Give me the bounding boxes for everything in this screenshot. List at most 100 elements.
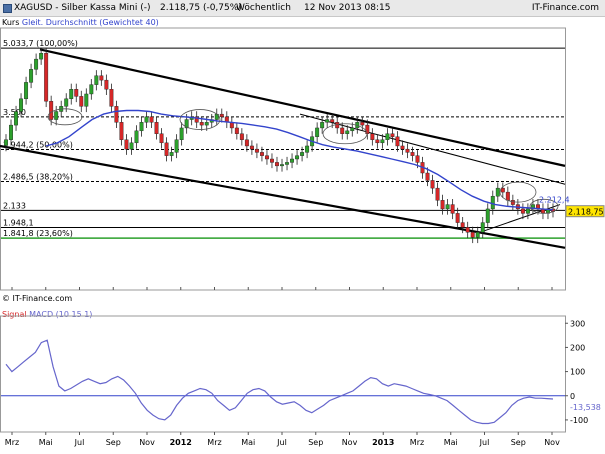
x-tick-label: 2013	[372, 438, 394, 447]
last-price-label: 2.118,75	[568, 208, 604, 217]
candle-body	[435, 187, 440, 201]
candle-body	[370, 133, 375, 140]
x-tick-label: Sep	[308, 438, 323, 447]
candle-body	[264, 155, 269, 160]
candle-body	[365, 124, 370, 134]
candle-body	[525, 208, 530, 214]
x-tick-label: Nov	[544, 438, 560, 447]
trendline	[299, 113, 566, 185]
macd-y-tick-label: -100	[570, 416, 588, 425]
candle-body	[199, 122, 204, 126]
candle-body	[134, 130, 139, 144]
candle-body	[395, 136, 400, 147]
candle-body	[4, 139, 8, 146]
x-tick-label: 2012	[170, 438, 192, 447]
candle-body	[14, 111, 18, 126]
candle-body	[300, 152, 305, 156]
copyright-label: © IT-Finance.com	[2, 294, 73, 303]
price-change: 2.118,75 (-0,75%)	[160, 3, 242, 13]
candle-body	[174, 139, 179, 153]
candle-body	[270, 158, 274, 163]
candle-body	[415, 155, 420, 163]
candle-body	[74, 89, 79, 97]
level-label: 5.033,7 (100,00%)	[3, 39, 78, 48]
candle-body	[295, 155, 300, 160]
candle-body	[430, 180, 435, 189]
symbol-title: XAGUSD - Silber Kassa Mini (-)	[14, 3, 151, 13]
legend-macd-label: MACD (10 15 1)	[29, 310, 93, 319]
candle-body	[84, 93, 89, 107]
legend-price-label: Kurs	[2, 18, 20, 27]
trendline	[0, 144, 566, 249]
period-label: Wöchentlich	[236, 3, 291, 13]
candle-body	[64, 98, 69, 107]
candle-body	[44, 53, 49, 102]
moving-average-line	[45, 109, 554, 211]
candle-body	[159, 133, 164, 144]
candle-body	[460, 222, 465, 228]
candle-body	[340, 127, 345, 134]
candle-body	[410, 152, 415, 156]
candle-body	[204, 122, 209, 126]
candle-body	[480, 222, 485, 233]
candle-body	[400, 145, 405, 150]
x-tick-label: Jul	[74, 438, 85, 447]
highlight-ellipse	[47, 108, 83, 126]
candle-body	[129, 142, 134, 150]
level-label: 1.948,1	[3, 219, 34, 228]
candle-body	[470, 232, 475, 238]
candle-body	[39, 53, 44, 60]
candle-body	[184, 119, 189, 129]
x-tick-label: Mrz	[5, 438, 19, 447]
candle-body	[254, 148, 259, 153]
highlight-ellipse	[322, 123, 368, 145]
candle-body	[330, 119, 335, 123]
candle-body	[219, 113, 224, 118]
candle-body	[495, 187, 500, 197]
x-tick-label: Jul	[479, 438, 490, 447]
x-tick-label: Sep	[511, 438, 526, 447]
candle-body	[89, 84, 94, 95]
highlight-ellipse	[529, 198, 559, 214]
x-tick-label: Mrz	[410, 438, 424, 447]
candle-body	[144, 116, 149, 123]
x-tick-label: Mai	[241, 438, 255, 447]
candle-body	[109, 89, 114, 107]
candle-body	[505, 191, 510, 201]
candle-body	[475, 232, 480, 238]
candle-body	[99, 75, 104, 81]
candle-body	[69, 89, 74, 100]
candle-body	[380, 139, 385, 144]
candle-body	[375, 139, 380, 144]
x-axis: Mrz Mai Jul Sep Nov 2012 Mrz Mai Jul Sep Nov 2013 Mr…	[5, 287, 560, 447]
x-tick-label: Sep	[106, 438, 121, 447]
candle-body	[34, 58, 39, 70]
legend-ma-label: Gleit. Durchschnitt (Gewichtet 40)	[21, 18, 159, 27]
candle-body	[335, 122, 340, 129]
last-price-box	[565, 205, 605, 218]
candle-body	[485, 208, 490, 223]
level-label: 2.486,5 (38,20%)	[3, 172, 73, 181]
level-label: 2.944,2 (50,00%)	[3, 141, 73, 150]
macd-y-tick-label: 0	[570, 392, 575, 401]
macd-legend: Signal MACD (10 15 1)	[2, 310, 92, 319]
timestamp: 12 Nov 2013 08:15	[304, 3, 391, 13]
candle-body	[520, 208, 525, 214]
candle-body	[425, 172, 430, 181]
candle-body	[149, 116, 154, 123]
candle-body	[49, 101, 54, 120]
candle-body	[450, 204, 455, 214]
main-legend: Kurs Gleit. Durchschnitt (Gewichtet 40)	[2, 18, 159, 27]
macd-y-tick-label: 300	[570, 319, 585, 328]
x-tick-label: Jul	[276, 438, 287, 447]
candle-body	[104, 79, 109, 90]
candle-body	[350, 127, 355, 132]
candle-body	[465, 227, 470, 233]
candle-body	[285, 162, 289, 165]
ma-value-label: 2.212,4	[539, 196, 570, 205]
chart-header: XAGUSD - Silber Kassa Mini (-) 2.118,75 …	[0, 0, 605, 17]
macd-line	[5, 339, 554, 425]
candle-body	[29, 69, 34, 83]
candle-body	[360, 122, 365, 126]
